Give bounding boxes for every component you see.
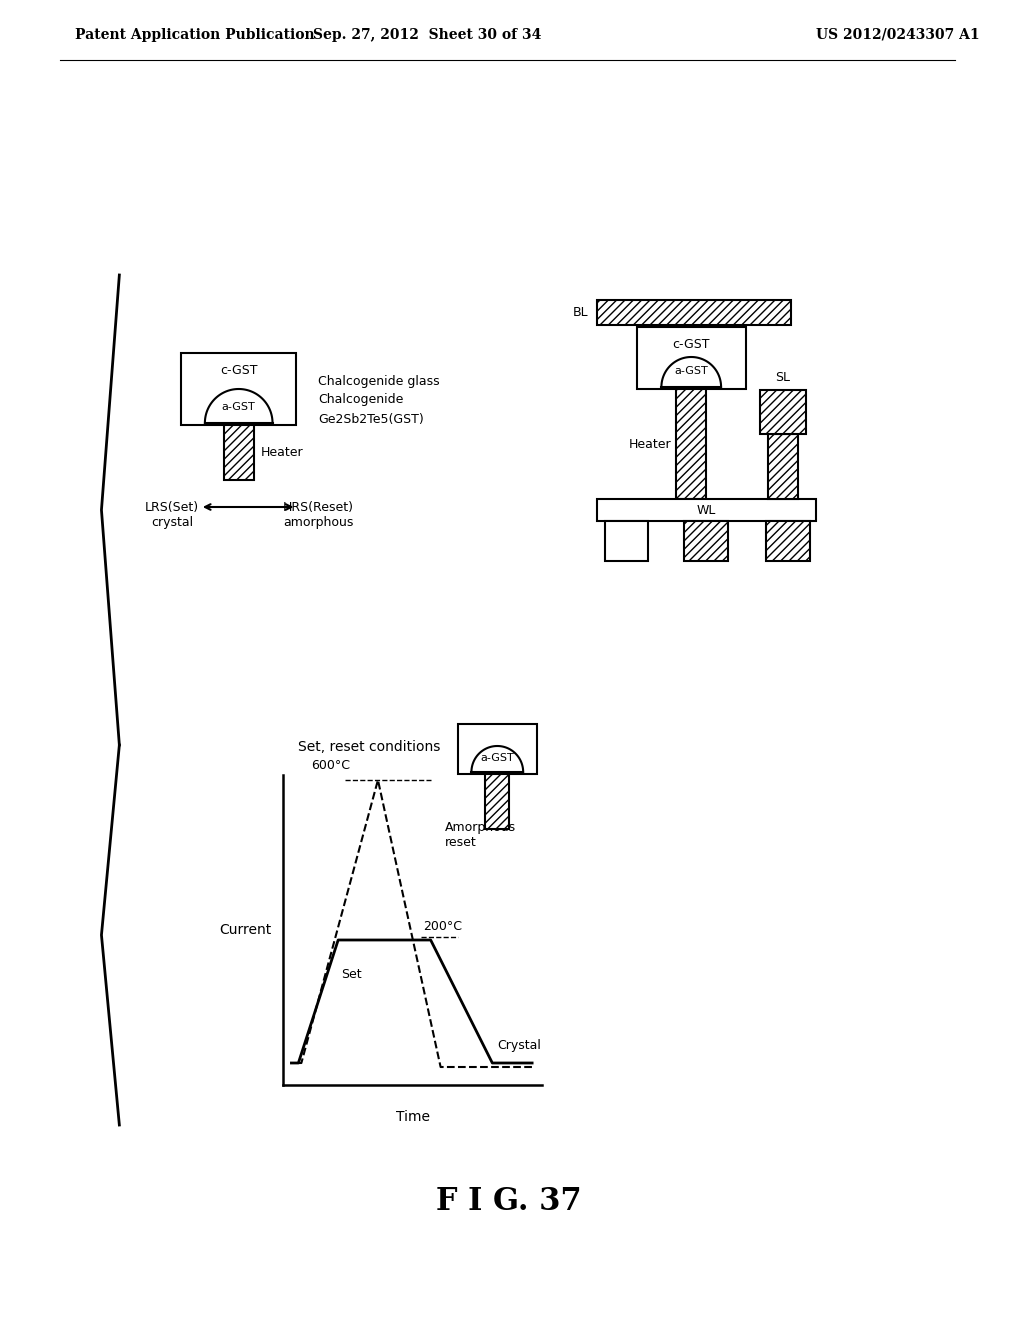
Text: Time: Time [395,1110,430,1125]
Text: a-GST: a-GST [675,366,709,376]
Text: Current: Current [219,923,271,937]
Text: Heater: Heater [260,446,303,459]
Text: Amorphous
reset: Amorphous reset [444,821,516,850]
Text: c-GST: c-GST [673,338,710,351]
Text: Heater: Heater [629,437,672,450]
Text: Chalcogenide glass
Chalcogenide
Ge2Sb2Te5(GST): Chalcogenide glass Chalcogenide Ge2Sb2Te… [318,375,440,425]
Text: Set: Set [341,969,361,982]
Bar [768,434,798,499]
Bar [676,389,707,499]
Bar [597,300,791,325]
Text: 200°C: 200°C [423,920,462,933]
Bar [485,774,509,829]
Text: WL: WL [696,504,716,517]
Text: a-GST: a-GST [222,403,256,412]
Bar [597,499,815,521]
Text: HRS(Reset)
amorphous: HRS(Reset) amorphous [283,502,353,529]
Text: LRS(Set)
crystal: LRS(Set) crystal [145,502,199,529]
Bar [224,425,254,480]
Bar [458,723,537,774]
Text: Sep. 27, 2012  Sheet 30 of 34: Sep. 27, 2012 Sheet 30 of 34 [313,28,542,42]
Bar [637,327,745,389]
Text: 600°C: 600°C [311,759,350,772]
Bar [766,521,810,561]
Text: US 2012/0243307 A1: US 2012/0243307 A1 [815,28,979,42]
Text: a-GST: a-GST [480,752,514,763]
Bar [181,352,296,425]
Text: BL: BL [573,306,589,319]
Text: Crystal: Crystal [498,1039,541,1052]
Bar [684,521,728,561]
Bar [760,389,806,434]
Bar [605,521,648,561]
Text: SL: SL [775,371,791,384]
Text: F I G. 37: F I G. 37 [436,1187,582,1217]
Text: c-GST: c-GST [220,363,257,376]
Text: Patent Application Publication: Patent Application Publication [75,28,314,42]
Text: Set, reset conditions: Set, reset conditions [298,741,440,754]
